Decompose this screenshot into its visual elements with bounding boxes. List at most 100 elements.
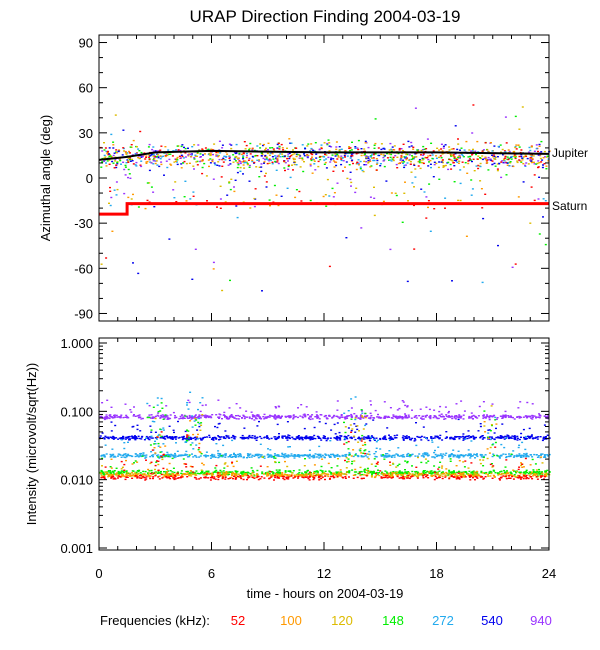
intensity-point — [189, 436, 192, 439]
azimuth-point — [514, 157, 517, 160]
azimuth-point — [328, 195, 331, 197]
azimuth-point — [176, 163, 179, 166]
azimuth-point — [428, 161, 430, 163]
azimuth-point — [281, 155, 284, 158]
azimuth-point — [219, 152, 222, 154]
azimuth-point — [295, 189, 298, 191]
intensity-point — [352, 449, 355, 451]
azimuth-point — [129, 177, 132, 179]
intensity-point — [278, 461, 281, 464]
intensity-point — [398, 463, 401, 465]
intensity-point — [462, 472, 464, 475]
intensity-point — [404, 413, 406, 415]
intensity-point — [224, 456, 227, 458]
intensity-point — [375, 437, 378, 439]
azimuth-point — [452, 154, 455, 156]
intensity-point — [183, 437, 186, 440]
intensity-point — [125, 455, 128, 458]
azimuth-point — [417, 150, 420, 152]
intensity-point — [525, 469, 528, 471]
intensity-point — [235, 460, 238, 462]
intensity-point — [221, 456, 224, 458]
azimuth-point — [242, 158, 245, 160]
intensity-point — [325, 454, 328, 456]
jupiter-line — [98, 149, 550, 161]
azimuth-point — [286, 187, 289, 189]
intensity-point — [411, 409, 413, 411]
azimuth-point — [492, 154, 495, 156]
azimuth-point — [533, 163, 536, 165]
intensity-point — [479, 459, 482, 461]
intensity-point — [531, 414, 534, 417]
intensity-point — [388, 450, 391, 452]
intensity-point — [284, 415, 287, 418]
intensity-point — [310, 416, 312, 418]
intensity-point — [512, 456, 515, 458]
intensity-point — [509, 436, 512, 439]
intensity-point — [331, 417, 334, 419]
intensity-point — [173, 456, 176, 459]
intensity-point — [186, 404, 188, 406]
intensity-point — [186, 470, 189, 473]
intensity-point — [246, 457, 248, 459]
azimuth-point — [506, 164, 509, 166]
azimuth-point — [496, 163, 499, 165]
azimuth-point — [201, 159, 204, 161]
azimuth-point — [154, 155, 156, 158]
azimuth-point — [472, 148, 474, 151]
azimuth-point — [410, 158, 413, 161]
azimuth-point — [172, 189, 175, 191]
azimuth-point — [335, 146, 338, 148]
intensity-point — [258, 420, 260, 423]
azimuth-point — [176, 145, 179, 147]
intensity-point — [395, 466, 398, 468]
intensity-point — [288, 475, 291, 478]
intensity-point — [496, 417, 499, 419]
intensity-point — [439, 434, 442, 437]
azimuth-point — [477, 164, 480, 167]
intensity-point — [378, 474, 381, 477]
intensity-point — [360, 415, 363, 417]
intensity-point — [483, 414, 485, 416]
azimuth-point — [314, 142, 317, 144]
azimuth-point — [426, 138, 429, 140]
intensity-point — [143, 439, 146, 441]
azimuth-point — [152, 150, 155, 152]
intensity-point — [212, 438, 215, 440]
azimuth-point — [365, 161, 368, 163]
azimuth-point — [321, 155, 323, 158]
azimuth-point — [352, 152, 355, 155]
intensity-point — [242, 475, 245, 477]
intensity-point — [297, 407, 299, 409]
azimuth-point — [272, 148, 275, 150]
intensity-point — [396, 417, 399, 420]
azimuth-point — [146, 199, 149, 202]
azimuth-point — [530, 160, 533, 162]
azimuth-point — [187, 147, 189, 149]
azimuth-point — [310, 159, 313, 162]
intensity-point — [497, 474, 500, 476]
azimuth-point — [406, 280, 409, 283]
azimuth-point — [440, 161, 443, 163]
azimuth-point — [341, 157, 344, 159]
intensity-point — [341, 416, 344, 418]
intensity-point — [281, 437, 284, 439]
intensity-point — [163, 415, 165, 417]
azimuth-ytick-label: 60 — [79, 81, 93, 96]
intensity-point — [154, 417, 157, 420]
intensity-point — [479, 423, 482, 425]
intensity-point — [535, 416, 538, 418]
azimuth-point — [168, 158, 171, 161]
intensity-point — [426, 454, 429, 456]
intensity-point — [490, 405, 493, 407]
intensity-point — [448, 469, 451, 472]
azimuth-point — [194, 248, 197, 250]
azimuth-point — [483, 157, 486, 160]
intensity-point — [220, 455, 223, 457]
intensity-point — [283, 473, 286, 475]
intensity-point — [309, 473, 312, 475]
azimuth-point — [269, 147, 271, 149]
intensity-point — [502, 475, 505, 477]
intensity-point — [519, 478, 522, 480]
azimuth-point — [348, 164, 351, 166]
